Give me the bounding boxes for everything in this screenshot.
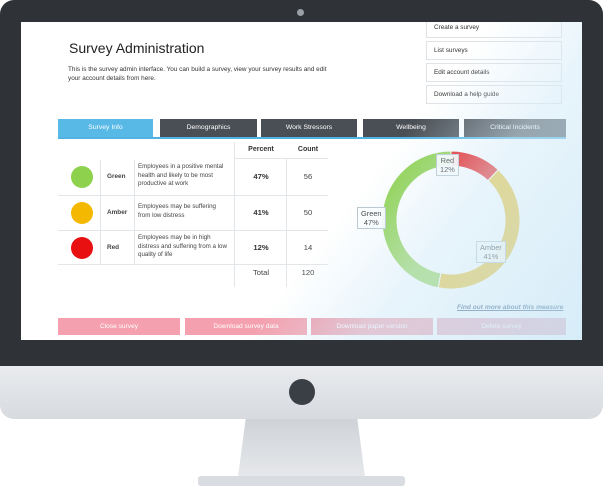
level-label: Amber xyxy=(107,209,128,216)
monitor-stand xyxy=(238,419,365,477)
action-bar: Close survey Download survey data Downlo… xyxy=(58,318,566,335)
status-dot-green xyxy=(71,166,93,188)
count-value: 14 xyxy=(303,243,313,252)
slice-value: 47% xyxy=(363,218,379,227)
table-row: Green Employees in a positive mental hea… xyxy=(58,160,328,194)
camera-dot xyxy=(297,9,304,16)
status-dot-amber xyxy=(71,202,93,224)
header-percent: Percent xyxy=(248,146,274,153)
slice-value: 12% xyxy=(440,165,455,174)
header-count: Count xyxy=(297,146,319,153)
tab-demographics[interactable]: Demographics xyxy=(160,119,257,137)
slice-value: 41% xyxy=(483,252,499,261)
side-menu: Create a survey List surveys Edit accoun… xyxy=(426,22,562,104)
status-dot-red xyxy=(71,237,93,259)
table-row: Amber Employees may be suffering from lo… xyxy=(58,196,328,230)
level-label: Red xyxy=(107,244,120,251)
slice-label-green: Green 47% xyxy=(357,207,386,229)
slice-label-red: Red 12% xyxy=(436,154,459,176)
level-description: Employees in a positive mental health an… xyxy=(138,163,224,188)
page-title: Survey Administration xyxy=(69,40,205,56)
delete-survey-button[interactable]: Delete survey xyxy=(437,318,566,335)
count-value: 56 xyxy=(303,172,313,181)
slice-name: Green xyxy=(361,209,382,218)
monitor-button xyxy=(289,379,315,405)
tab-work-stressors[interactable]: Work Stressors xyxy=(261,119,357,137)
percent-value: 47% xyxy=(253,172,269,181)
total-value: 120 xyxy=(301,268,315,277)
slice-name: Red xyxy=(440,156,455,165)
tab-survey-info[interactable]: Survey Info xyxy=(58,119,153,137)
total-label: Total xyxy=(252,268,270,277)
screen-edge xyxy=(21,340,582,343)
app-screen: Survey Administration This is the survey… xyxy=(21,22,582,343)
download-data-button[interactable]: Download survey data xyxy=(185,318,307,335)
tab-wellbeing[interactable]: Wellbeing xyxy=(363,119,459,137)
percent-value: 12% xyxy=(253,243,269,252)
donut-chart: Red 12% Amber 41% Green 47% xyxy=(351,142,551,302)
intro-text: This is the survey admin interface. You … xyxy=(68,66,327,82)
tab-critical-incidents[interactable]: Critical Incidents xyxy=(464,119,566,137)
download-paper-button[interactable]: Download paper version xyxy=(311,318,433,335)
divider xyxy=(234,158,328,159)
percent-value: 41% xyxy=(253,208,269,217)
slice-amber xyxy=(437,168,521,290)
menu-list-surveys[interactable]: List surveys xyxy=(426,41,562,60)
slice-label-amber: Amber 41% xyxy=(476,241,506,263)
level-description: Employees may be suffering from low dist… xyxy=(138,203,216,219)
level-label: Green xyxy=(107,173,126,180)
menu-help-guide[interactable]: Download a help guide xyxy=(426,85,562,104)
count-value: 50 xyxy=(303,208,313,217)
table-row: Red Employees may be in high distress an… xyxy=(58,231,328,265)
more-info-link[interactable]: Find out more about this measure xyxy=(457,304,564,311)
monitor-base xyxy=(198,476,405,486)
level-description: Employees may be in high distress and su… xyxy=(138,234,227,259)
slice-name: Amber xyxy=(480,243,502,252)
menu-create-survey[interactable]: Create a survey xyxy=(426,22,562,38)
menu-edit-account[interactable]: Edit account details xyxy=(426,63,562,82)
close-survey-button[interactable]: Close survey xyxy=(58,318,180,335)
tab-bar: Survey Info Demographics Work Stressors … xyxy=(58,119,566,139)
